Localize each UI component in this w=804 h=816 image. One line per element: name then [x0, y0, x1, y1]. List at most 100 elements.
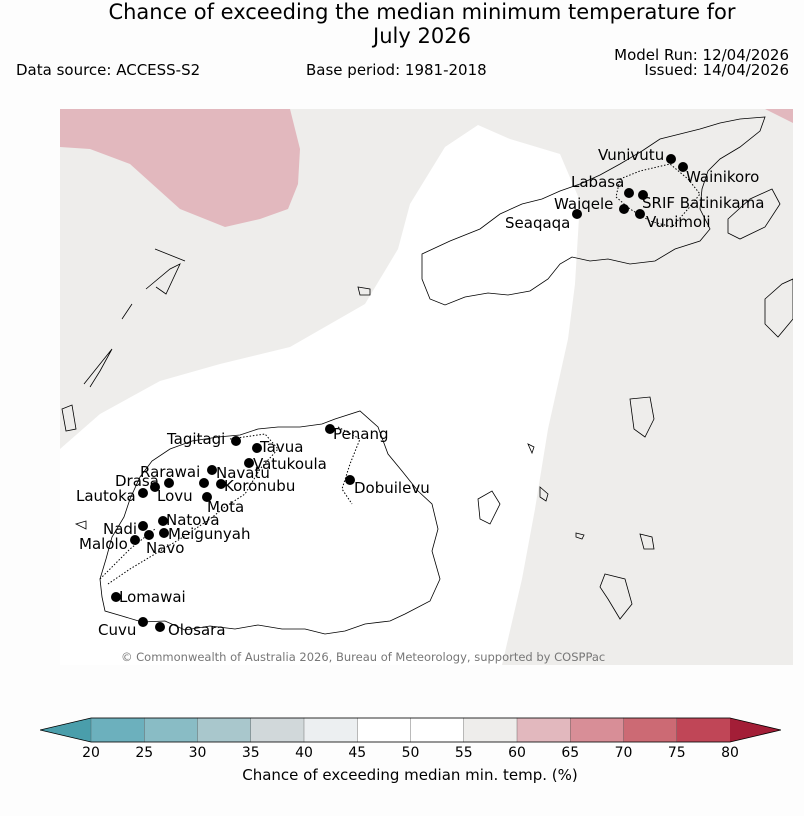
town-marker-malolo[interactable]: [130, 535, 140, 545]
base-period: Base period: 1981-2018: [306, 61, 487, 79]
colorbar-tick-label: 20: [82, 745, 100, 761]
town-marker-navo[interactable]: [144, 530, 154, 540]
colorbar-tick-label: 50: [401, 745, 420, 761]
town-marker-cuvu[interactable]: [138, 617, 148, 627]
town-label-vunimoli: Vunimoli: [646, 213, 711, 231]
vanua-levu-coast: [421, 116, 766, 306]
town-marker-koronubu[interactable]: [216, 479, 226, 489]
island-3: [599, 573, 633, 620]
colorbar-segment: [250, 717, 305, 743]
island-mamanuca: [74, 520, 87, 530]
town-marker-tagitagi[interactable]: [231, 436, 241, 446]
viti-levu-coast: [99, 410, 441, 635]
colorbar-segment: [410, 717, 465, 743]
island-8: [575, 532, 585, 540]
town-label-dobuilevu: Dobuilevu: [354, 479, 430, 497]
colorbar-tick-label: 45: [348, 745, 367, 761]
town-label-vunivutu: Vunivutu: [598, 146, 664, 164]
colorbar-tick-label: 25: [135, 745, 154, 761]
town-marker-seaqaqa[interactable]: [572, 209, 582, 219]
town-label-malolo: Malolo: [79, 535, 128, 553]
town-marker-lovu[interactable]: [150, 482, 160, 492]
warm-anomaly-region: [60, 109, 300, 227]
colorbar-tick-label: 65: [561, 745, 580, 761]
colorbar-tick-label: 75: [667, 745, 686, 761]
colorbar-segment: [144, 717, 198, 743]
island-2: [629, 396, 655, 438]
colorbar-outline: [40, 717, 781, 743]
taveuni-coast: [727, 188, 781, 240]
town-label-vatukoula: Vatukoula: [253, 455, 327, 473]
island-5: [539, 486, 549, 502]
town-marker-navatu[interactable]: [199, 478, 209, 488]
town-label-tavua: Tavua: [259, 438, 303, 456]
colorbar-tick-label: 70: [614, 745, 633, 761]
colorbar-segment: [676, 717, 731, 743]
town-label-lautoka: Lautoka: [76, 487, 136, 505]
title-line-1: Chance of exceeding the median minimum t…: [108, 0, 736, 24]
town-marker-labasa[interactable]: [624, 188, 634, 198]
colorbar-tick-label: 40: [295, 745, 313, 761]
town-label-labasa: Labasa: [571, 173, 624, 191]
island-east-coast: [764, 278, 793, 338]
warm-anomaly-corner: [765, 109, 793, 123]
town-label-wainikoro: Wainikoro: [686, 168, 759, 186]
colorbar-segment: [516, 717, 571, 743]
colorbar-tick-label: 35: [241, 745, 260, 761]
town-marker-wainikoro[interactable]: [678, 162, 688, 172]
colorbar-tick-label: 60: [508, 745, 526, 761]
island-1: [477, 490, 501, 525]
town-label-navo: Navo: [146, 539, 184, 557]
town-label-lovu: Lovu: [157, 487, 193, 505]
town-label-tagitagi: Tagitagi: [166, 430, 225, 448]
colorbar-segment: [197, 717, 252, 743]
copyright-notice: © Commonwealth of Australia 2026, Bureau…: [121, 650, 605, 664]
town-label-mota: Mota: [207, 498, 244, 516]
town-marker-lautoka[interactable]: [138, 488, 148, 498]
island-4: [639, 533, 655, 550]
town-marker-meigunyah[interactable]: [159, 528, 169, 538]
town-marker-mota[interactable]: [202, 492, 212, 502]
issued-date: Issued: 14/04/2026: [644, 61, 789, 79]
town-marker-tavua[interactable]: [252, 443, 262, 453]
colorbar-over-arrow: [730, 718, 781, 742]
title-line-2: July 2026: [373, 24, 471, 48]
colorbar-under-arrow: [40, 718, 91, 742]
colorbar-tick-label: 30: [188, 745, 207, 761]
coastlines: [61, 116, 793, 635]
town-marker-lomawai[interactable]: [111, 592, 121, 602]
town-label-seaqaqa: Seaqaqa: [505, 214, 570, 232]
island-chain-yasawa: [83, 248, 186, 388]
island-7: [527, 443, 535, 455]
town-label-srif-batinikama: SRIF Batinikama: [642, 194, 764, 212]
town-marker-vatukoula[interactable]: [244, 458, 254, 468]
town-label-lomawai: Lomawai: [119, 588, 186, 606]
island-west: [61, 404, 77, 432]
town-marker-dobuilevu[interactable]: [345, 475, 355, 485]
colorbar-tick-label: 55: [454, 745, 473, 761]
town-label-koronubu: Koronubu: [224, 477, 295, 495]
map-title: Chance of exceeding the median minimum t…: [0, 0, 804, 48]
town-marker-natova[interactable]: [158, 516, 168, 526]
town-marker-penang[interactable]: [325, 424, 335, 434]
town-label-penang: Penang: [333, 425, 388, 443]
town-label-drasa: Drasa: [115, 472, 159, 490]
town-marker-drasa[interactable]: [164, 478, 174, 488]
town-label-nadi: Nadi: [103, 520, 137, 538]
town-marker-rarawai[interactable]: [207, 465, 217, 475]
colorbar-segment: [463, 717, 518, 743]
town-label-waiqele: Waiqele: [554, 195, 613, 213]
island-6: [357, 286, 371, 296]
colorbar-segment: [303, 717, 358, 743]
town-marker-vunivutu[interactable]: [666, 154, 676, 164]
town-marker-olosara[interactable]: [155, 622, 165, 632]
model-run: Model Run: 12/04/2026: [614, 46, 789, 64]
town-marker-nadi[interactable]: [138, 521, 148, 531]
town-label-meigunyah: Meigunyah: [168, 525, 250, 543]
data-source: Data source: ACCESS-S2: [16, 61, 201, 79]
town-label-olosara: Olosara: [168, 621, 226, 639]
town-marker-waiqele[interactable]: [619, 204, 629, 214]
town-marker-srif-batinikama[interactable]: [638, 190, 648, 200]
town-marker-vunimoli[interactable]: [635, 209, 645, 219]
colorbar-segment: [623, 717, 678, 743]
